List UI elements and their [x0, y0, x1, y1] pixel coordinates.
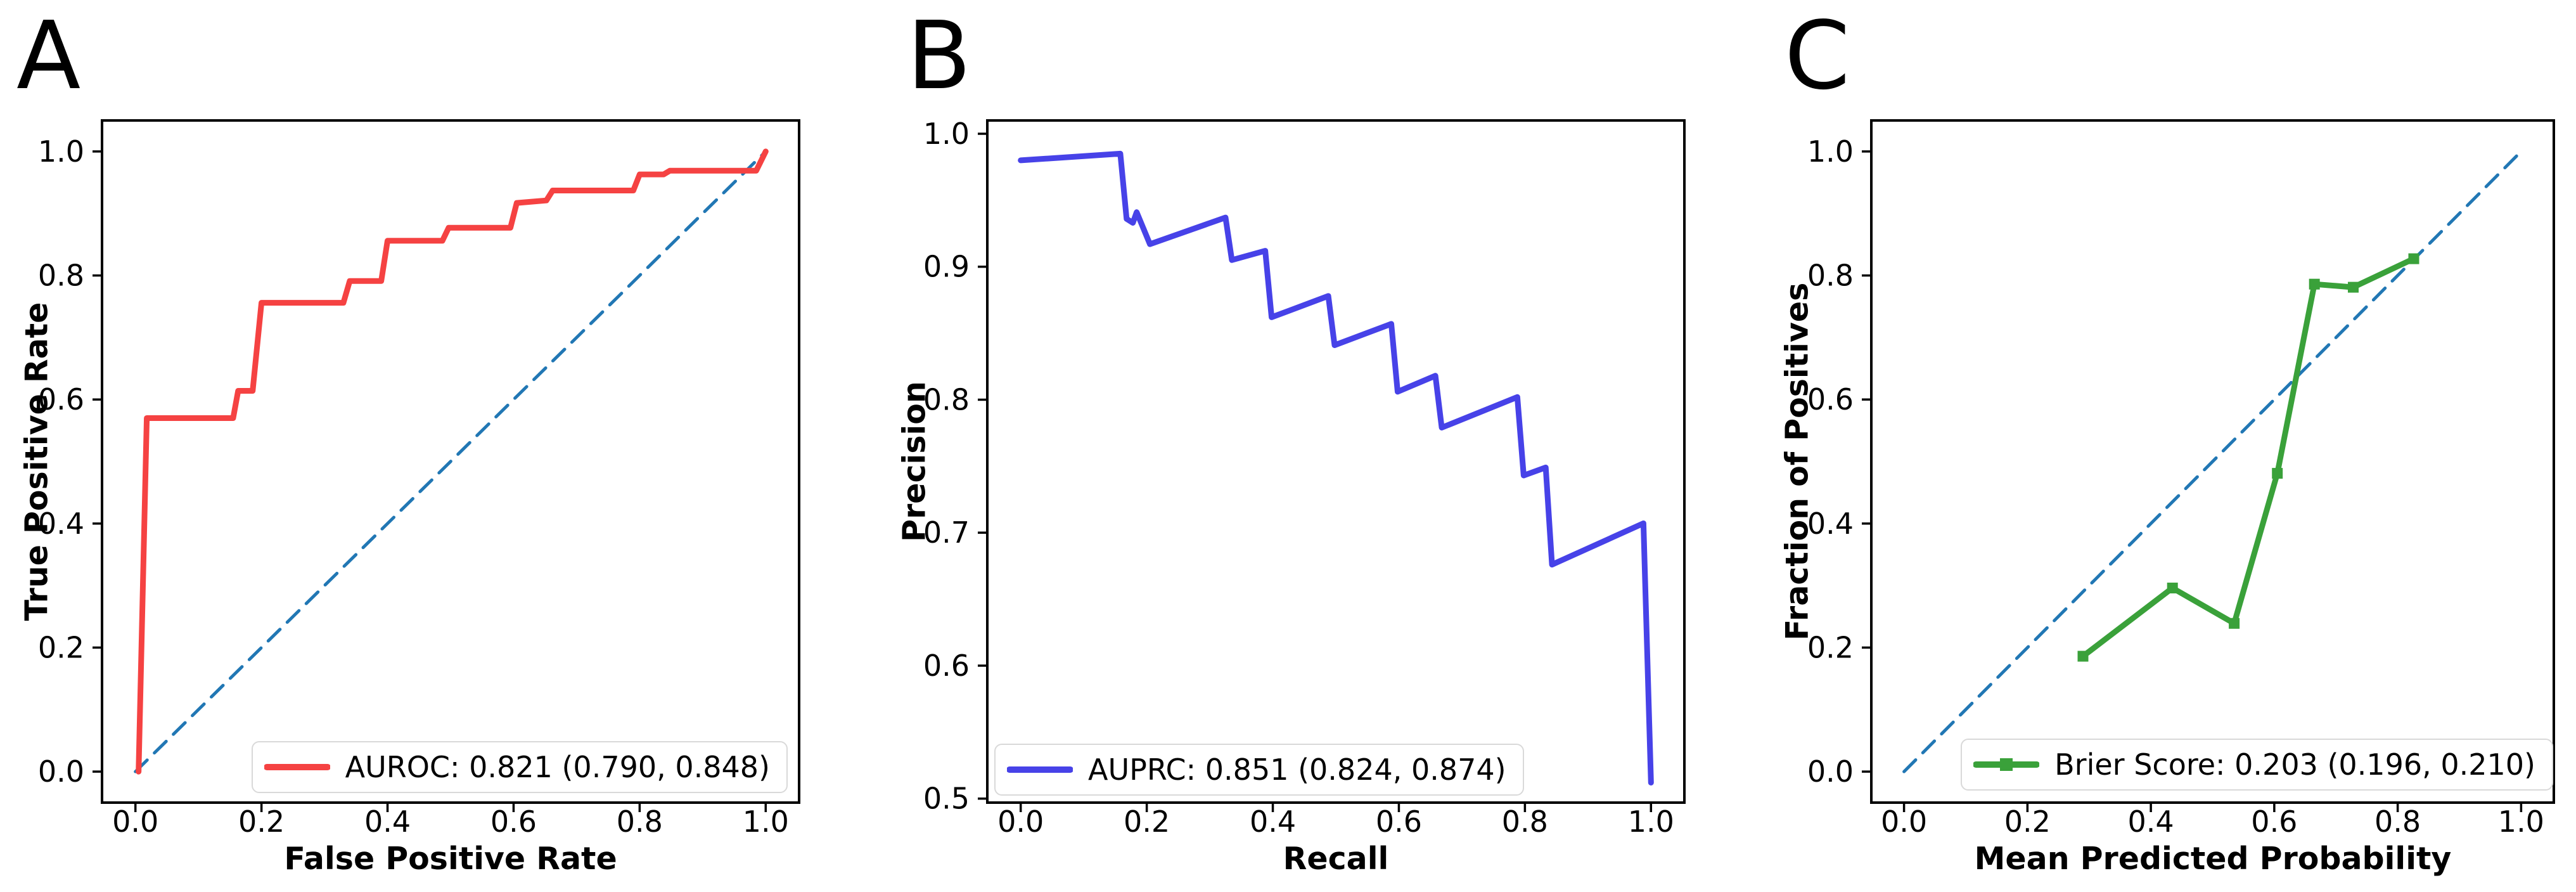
data-point-marker — [2167, 583, 2178, 593]
x-axis-label-mean-predicted-probability: Mean Predicted Probability — [1974, 841, 2452, 877]
y-tick-label: 1.0 — [1807, 134, 1854, 169]
x-tick-label: 0.0 — [997, 805, 1044, 839]
legend-brier-score: Brier Score: 0.203 (0.196, 0.210) — [1961, 739, 2553, 791]
y-tick-label: 0.4 — [1807, 507, 1854, 541]
y-tick-label: 0.8 — [923, 382, 970, 417]
series-path — [1018, 150, 1654, 785]
y-tick-label: 1.0 — [923, 117, 970, 151]
x-axis-label-fpr: False Positive Rate — [284, 841, 617, 877]
y-tick-label: 0.0 — [1807, 754, 1854, 789]
legend-label-brier: Brier Score: 0.203 (0.196, 0.210) — [2054, 747, 2535, 782]
x-tick-label: 0.2 — [238, 805, 285, 839]
y-axis-label-precision: Precision — [896, 381, 933, 542]
data-point-marker — [2077, 650, 2089, 662]
data-point-marker — [2272, 468, 2283, 479]
legend-square-marker-icon — [2000, 758, 2013, 771]
pr-chart: 0.0 0.2 0.4 0.6 0.8 1.0 0.5 0.6 0.7 0.8 0.9 1.0 — [923, 117, 1686, 839]
x-tick-label: 1.0 — [743, 805, 789, 839]
legend-auroc: AUROC: 0.821 (0.790, 0.848) — [251, 741, 788, 793]
legend-auprc: AUPRC: 0.851 (0.824, 0.874) — [994, 744, 1524, 796]
x-tick-label: 0.4 — [2128, 805, 2174, 839]
x-tick-label: 0.8 — [2374, 805, 2421, 839]
x-tick-label: 0.6 — [2251, 805, 2297, 839]
series-path — [1902, 150, 2523, 773]
roc-chart: 0.0 0.2 0.4 0.6 0.8 1.0 0.0 0.2 0.4 0.6 0.8 1.0 — [38, 119, 800, 839]
y-axis-label-fraction-positives: Fraction of Positives — [1779, 282, 1816, 641]
x-tick-label: 0.2 — [2004, 805, 2051, 839]
y-axis-label-tpr: True Positive Rate — [18, 302, 55, 621]
y-tick-label: 0.5 — [923, 782, 970, 816]
panel-precision-recall: 0.0 0.2 0.4 0.6 0.8 1.0 0.5 0.6 0.7 0.8 0.9 1.0 B P… — [859, 0, 1717, 892]
x-tick-label: 0.0 — [1881, 805, 1927, 839]
plot-border — [986, 119, 1686, 804]
data-point-marker — [2309, 278, 2320, 290]
panel-calibration: 0.0 0.2 0.4 0.6 0.8 1.0 0.0 0.2 0.4 0.6 0.8 1.0 C F… — [1717, 0, 2576, 892]
y-tick-label: 0.8 — [1807, 259, 1854, 293]
y-tick-label: 0.2 — [1807, 630, 1854, 664]
legend-label-auprc: AUPRC: 0.851 (0.824, 0.874) — [1088, 753, 1506, 787]
y-tick-label: 0.7 — [923, 515, 970, 550]
panel-letter-b: B — [907, 1, 971, 110]
x-tick-label: 0.2 — [1124, 805, 1170, 839]
x-tick-label: 1.0 — [1628, 805, 1674, 839]
panel-letter-a: A — [16, 1, 81, 110]
x-tick-label: 0.8 — [1502, 805, 1548, 839]
series-path — [2080, 255, 2417, 659]
pr-line-swatch — [1007, 766, 1073, 773]
plot-border — [1870, 119, 2555, 804]
x-tick-label: 1.0 — [2498, 805, 2544, 839]
data-point-marker — [2229, 617, 2240, 629]
y-tick-label: 0.6 — [923, 649, 970, 683]
calibration-chart: 0.0 0.2 0.4 0.6 0.8 1.0 0.0 0.2 0.4 0.6 0.8 1.0 — [1807, 119, 2555, 839]
panel-letter-c: C — [1785, 1, 1850, 110]
data-point-marker — [2408, 253, 2419, 264]
y-tick-label: 0.2 — [38, 630, 84, 664]
x-tick-label: 0.0 — [112, 805, 158, 839]
legend-label-auroc: AUROC: 0.821 (0.790, 0.848) — [345, 750, 770, 784]
x-tick-label: 0.8 — [617, 805, 663, 839]
x-tick-label: 0.4 — [1250, 805, 1296, 839]
y-tick-label: 0.0 — [38, 754, 84, 789]
y-tick-label: 0.6 — [1807, 382, 1854, 417]
x-tick-label: 0.6 — [1376, 805, 1422, 839]
y-tick-label: 0.4 — [38, 507, 84, 541]
series-path — [136, 148, 769, 775]
x-axis-label-recall: Recall — [1283, 841, 1389, 877]
y-tick-label: 1.0 — [38, 134, 84, 169]
y-tick-label: 0.9 — [923, 250, 970, 284]
y-tick-label: 0.8 — [38, 259, 84, 293]
x-tick-label: 0.6 — [490, 805, 537, 839]
plot-border — [101, 119, 800, 804]
series-path — [134, 150, 767, 773]
calibration-line-swatch — [1973, 758, 2040, 771]
roc-line-swatch — [264, 764, 330, 770]
y-tick-label: 0.6 — [38, 382, 84, 417]
panel-roc: 0.0 0.2 0.4 0.6 0.8 1.0 0.0 0.2 0.4 0.6 0.8 1.0 A T… — [0, 0, 859, 892]
data-point-marker — [2348, 281, 2359, 293]
x-tick-label: 0.4 — [364, 805, 411, 839]
